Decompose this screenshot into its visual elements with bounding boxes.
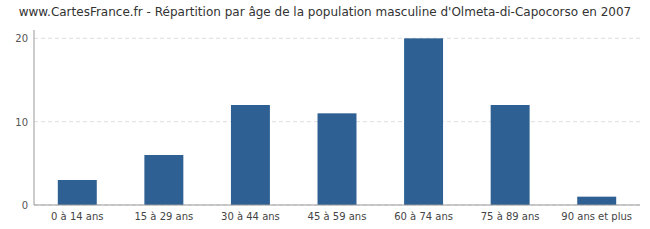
- bar: [58, 180, 97, 205]
- grid-line: [34, 38, 640, 39]
- x-tick-label: 30 à 44 ans: [221, 211, 280, 222]
- y-axis-line: [34, 30, 35, 205]
- bars: [58, 38, 616, 205]
- bar: [144, 155, 183, 205]
- bar: [404, 38, 443, 205]
- grid-line: [34, 205, 640, 206]
- bar: [318, 113, 357, 205]
- x-tick-label: 15 à 29 ans: [134, 211, 193, 222]
- title: www.CartesFrance.fr - Répartition par âg…: [19, 5, 632, 19]
- x-tick-label: 90 ans et plus: [561, 211, 632, 222]
- bar: [577, 197, 616, 205]
- x-tick-label: 0 à 14 ans: [51, 211, 103, 222]
- bar: [491, 105, 530, 205]
- chart: www.CartesFrance.fr - Répartition par âg…: [0, 0, 650, 229]
- y-tick-label: 10: [15, 117, 28, 128]
- x-axis-line: [34, 205, 640, 206]
- x-tick-label: 45 à 59 ans: [308, 211, 367, 222]
- x-tick-label: 60 à 74 ans: [394, 211, 453, 222]
- y-tick-label: 0: [22, 200, 28, 211]
- page: {"chart_data": {"type": "bar", "title": …: [0, 0, 650, 229]
- x-tick-label: 75 à 89 ans: [481, 211, 540, 222]
- bar: [231, 105, 270, 205]
- y-tick-label: 20: [15, 33, 28, 44]
